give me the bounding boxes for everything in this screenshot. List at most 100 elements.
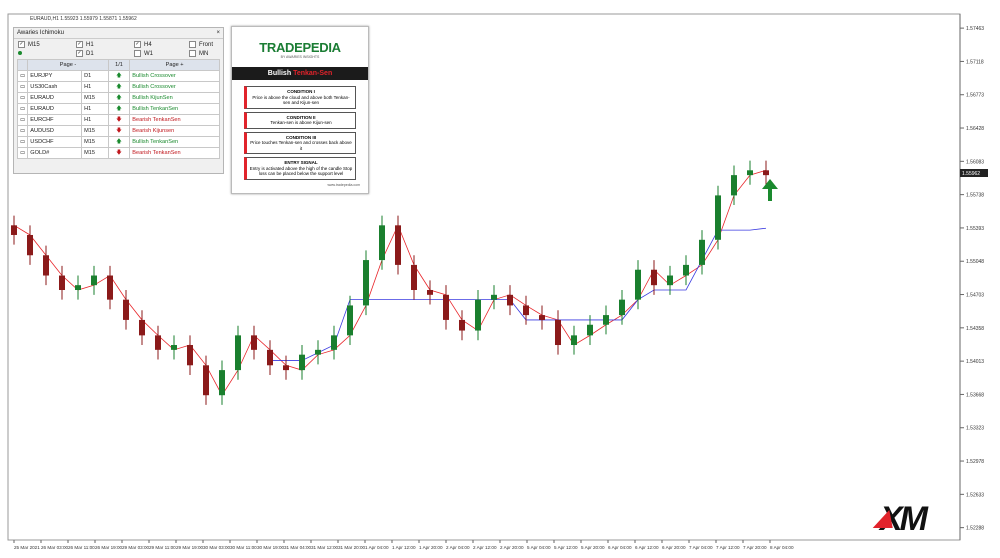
y-tick-label: 1.55393	[966, 226, 984, 232]
condition-head: ENTRY SIGNAL	[284, 160, 318, 165]
signal-row: ▭ EURJPY D1 🡅 Bullish Crossover	[16, 70, 220, 82]
signal-row: ▭ USDCHF M15 🡅 Bullish TenkanSen	[16, 136, 220, 148]
row-icon[interactable]: ▭	[16, 114, 29, 126]
row-icon[interactable]: ▭	[16, 147, 29, 159]
checkbox[interactable]: ✓ H4	[134, 41, 189, 48]
candle-body	[91, 275, 97, 286]
status-dot	[18, 51, 22, 55]
x-tick-label: 6 Apr 12:00	[635, 545, 659, 550]
checkbox-box[interactable]	[134, 50, 141, 57]
candle-body	[155, 335, 161, 350]
candle-body	[635, 269, 641, 300]
row-icon[interactable]: ▭	[16, 136, 29, 148]
candle-body	[187, 345, 193, 366]
url: www.tradepedia.com	[327, 183, 361, 187]
y-tick-label: 1.53323	[966, 426, 984, 432]
x-tick-label: 6 Apr 04:00	[608, 545, 632, 550]
y-tick-label: 1.57118	[966, 59, 984, 65]
direction: 🡅	[107, 70, 131, 82]
signal-row: ▭ EURAUD M15 🡅 Bullish KijunSen	[16, 92, 220, 104]
candle-body	[443, 294, 449, 320]
candle-body	[363, 260, 369, 306]
candle-body	[587, 324, 593, 336]
checkbox[interactable]: W1	[134, 50, 189, 57]
x-tick-label: 31 Mar 20:00	[338, 545, 366, 550]
x-tick-label: 29 Mar 11:00	[149, 545, 176, 550]
header-cell[interactable]: Page +	[129, 59, 220, 71]
candle-body	[459, 319, 465, 331]
checkbox[interactable]: ✓ D1	[76, 50, 134, 57]
timeframe: D1	[81, 70, 109, 82]
checkbox-box[interactable]: ✓	[76, 50, 83, 57]
condition-text: Entry is activated above the high of the…	[249, 165, 353, 177]
row-icon[interactable]: ▭	[16, 125, 29, 137]
checkbox-label: MN	[199, 50, 209, 57]
direction: 🡅	[107, 92, 131, 104]
condition-head: CONDITION III	[285, 134, 317, 140]
symbol: EURCHF	[27, 114, 83, 126]
candle-body	[683, 264, 689, 276]
x-tick-label: 6 Apr 20:00	[662, 545, 686, 550]
current-price: 1.55962	[962, 171, 980, 177]
conditions: CONDITION I Price is above the cloud and …	[232, 86, 368, 180]
candle-body	[331, 335, 337, 350]
x-tick-label: 5 Apr 04:00	[527, 545, 551, 550]
checkbox[interactable]: ✓ H1	[76, 41, 134, 48]
x-tick-label: 1 Apr 04:00	[365, 545, 389, 550]
header-cell[interactable]: Page -	[27, 59, 109, 71]
signal-row: ▭ GOLD# M15 🡇 Bearish TenkanSen	[16, 147, 220, 159]
checkbox-box[interactable]: ✓	[76, 41, 83, 48]
candle-body	[731, 175, 737, 196]
direction: 🡇	[107, 125, 131, 137]
candle-body	[347, 305, 353, 336]
candle-body	[315, 349, 321, 355]
symbol-info: EURAUD,H1 1.55923 1.55979 1.55871 1.5596…	[30, 16, 137, 22]
x-tick-label: 5 Apr 20:00	[581, 545, 605, 550]
x-tick-label: 7 Apr 20:00	[743, 545, 767, 550]
panel-title: Awaries Ichimoku	[17, 30, 64, 36]
signal: Bullish KijunSen	[129, 92, 220, 104]
checkbox-label: Front	[199, 41, 214, 48]
candle-body	[571, 335, 577, 346]
x-tick-label: 30 Mar 19:00	[257, 545, 285, 550]
checkbox-box[interactable]: ✓	[134, 41, 141, 48]
row-icon[interactable]: ▭	[16, 92, 29, 104]
close-button[interactable]: ×	[216, 30, 220, 36]
checkbox[interactable]: Front	[189, 41, 219, 48]
checkbox[interactable]: ✓ M15	[18, 41, 76, 48]
candle-body	[283, 365, 289, 371]
candle-body	[43, 255, 49, 276]
symbol: USDCHF	[27, 136, 83, 148]
direction: 🡅	[107, 136, 131, 148]
checkbox-box[interactable]: ✓	[18, 41, 25, 48]
symbol: EURJPY	[27, 70, 83, 82]
signal: Bullish Crossover	[129, 70, 220, 82]
candle-body	[203, 365, 209, 396]
y-tick-label: 1.56773	[966, 93, 984, 99]
x-tick-label: 8 Apr 04:00	[770, 545, 794, 550]
candle-body	[475, 299, 481, 331]
indicator-line	[270, 227, 767, 361]
checkbox-box[interactable]	[189, 41, 196, 48]
symbol: EURAUD	[27, 103, 83, 115]
x-tick-label: 2 Apr 12:00	[473, 545, 497, 550]
candle-body	[427, 289, 433, 295]
y-tick-label: 1.57463	[966, 26, 984, 32]
candle-body	[491, 294, 497, 300]
spacer	[16, 59, 29, 71]
checkbox-label: H1	[86, 41, 94, 48]
candle-body	[747, 170, 753, 176]
title-a: Bullish	[267, 70, 292, 77]
row-icon[interactable]: ▭	[16, 103, 29, 115]
x-tick-label: 26 Mar 19:00	[95, 545, 123, 550]
checkbox-box[interactable]	[189, 50, 196, 57]
condition: ENTRY SIGNAL Entry is activated above the…	[244, 157, 356, 180]
checkbox[interactable]: MN	[189, 50, 219, 57]
logo: XM	[880, 500, 928, 538]
row-icon[interactable]: ▭	[16, 70, 29, 82]
signal: Bullish TenkanSen	[129, 103, 220, 115]
candle-body	[251, 335, 257, 350]
timeframe: M15	[81, 92, 109, 104]
row-icon[interactable]: ▭	[16, 81, 29, 93]
condition-head: CONDITION II	[286, 114, 316, 120]
